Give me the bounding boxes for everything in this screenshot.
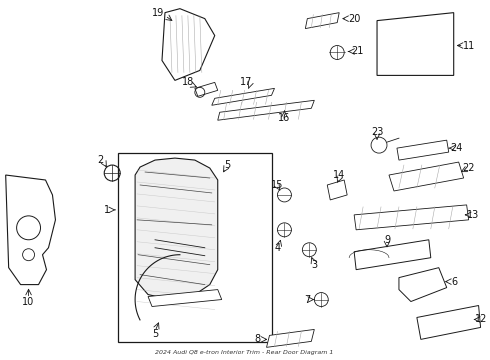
Polygon shape [162,9,215,80]
Text: 7: 7 [304,294,311,305]
Text: 4: 4 [274,243,281,253]
Text: 2: 2 [97,155,103,165]
Text: 10: 10 [23,297,35,306]
Polygon shape [377,13,454,75]
Polygon shape [148,289,221,306]
Text: 1: 1 [104,205,110,215]
Text: 8: 8 [254,334,261,345]
Text: 2024 Audi Q8 e-tron Interior Trim - Rear Door Diagram 1: 2024 Audi Q8 e-tron Interior Trim - Rear… [155,350,334,355]
Text: 9: 9 [384,235,390,245]
Text: 21: 21 [351,45,363,55]
Polygon shape [218,100,314,120]
Text: 14: 14 [333,170,345,180]
Text: 3: 3 [311,260,318,270]
Text: 18: 18 [182,77,194,87]
Polygon shape [267,329,314,347]
Text: 24: 24 [450,143,463,153]
Text: 12: 12 [475,314,488,324]
Text: 17: 17 [241,77,253,87]
Text: 6: 6 [452,276,458,287]
Polygon shape [135,158,218,300]
Text: 19: 19 [152,8,164,18]
Text: 11: 11 [463,41,475,50]
Text: 13: 13 [466,210,479,220]
Polygon shape [399,268,447,302]
Polygon shape [389,162,464,191]
Text: 16: 16 [278,113,291,123]
Polygon shape [417,306,481,339]
Text: 23: 23 [371,127,383,137]
Polygon shape [397,140,449,160]
Text: 5: 5 [224,160,231,170]
Polygon shape [305,13,339,28]
Bar [118,153,272,342]
Text: 5: 5 [152,329,158,339]
Text: 20: 20 [348,14,360,24]
Text: 15: 15 [271,180,284,190]
Text: 22: 22 [463,163,475,173]
Polygon shape [212,88,274,105]
Polygon shape [327,180,347,200]
Polygon shape [6,175,55,285]
Polygon shape [195,82,218,96]
Polygon shape [354,205,468,230]
Polygon shape [354,240,431,270]
